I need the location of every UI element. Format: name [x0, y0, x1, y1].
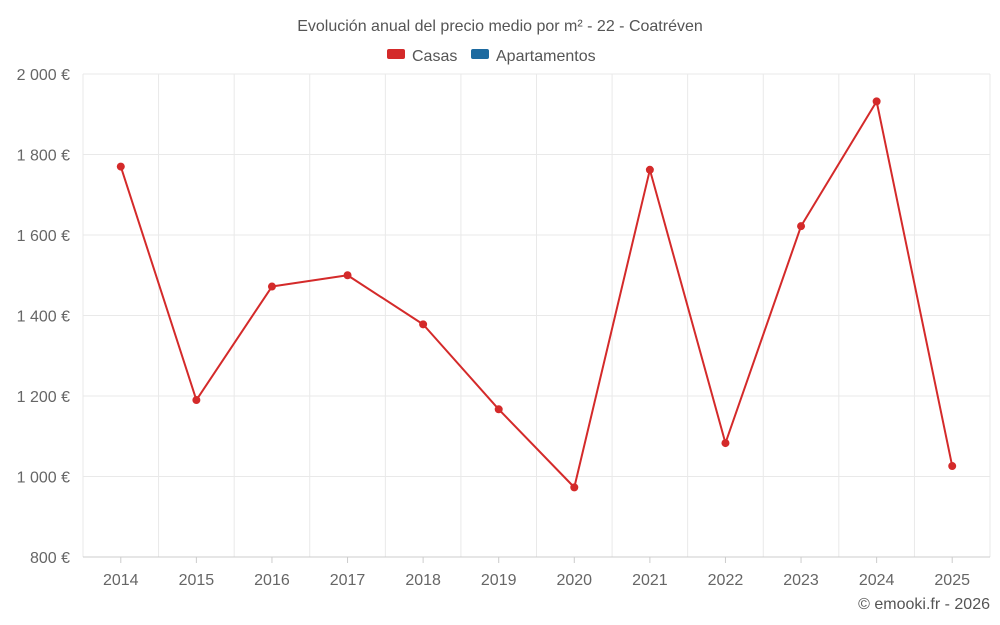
- x-tick-label: 2021: [632, 572, 668, 589]
- data-point-casas[interactable]: [116, 162, 125, 171]
- data-point-casas[interactable]: [645, 165, 654, 174]
- series-casas: [116, 97, 957, 492]
- grid: [82, 73, 991, 557]
- x-axis: 2014 2015 2016 2017 2018 2019 2020 2021 2022 2023…: [83, 556, 990, 589]
- y-tick-label: 800 €: [30, 550, 70, 567]
- data-point-casas[interactable]: [267, 282, 276, 291]
- data-point-casas[interactable]: [797, 222, 806, 231]
- y-tick-label: 1 000 €: [17, 470, 70, 487]
- x-tick-label: 2016: [254, 572, 290, 589]
- y-tick-label: 2 000 €: [17, 67, 70, 84]
- legend-label-casas: Casas: [412, 48, 457, 65]
- x-tick-label: 2020: [556, 572, 592, 589]
- data-point-casas[interactable]: [948, 462, 957, 471]
- chart-title: Evolución anual del precio medio por m² …: [297, 18, 703, 35]
- data-point-casas[interactable]: [494, 405, 503, 414]
- data-point-casas[interactable]: [570, 483, 579, 492]
- y-tick-label: 1 400 €: [17, 309, 70, 326]
- y-axis: 800 € 1 000 € 1 200 € 1 400 € 1 600 € 1 800 €…: [17, 67, 70, 567]
- legend: Casas Apartamentos: [387, 48, 596, 65]
- y-tick-label: 1 200 €: [17, 389, 70, 406]
- x-tick-label: 2015: [179, 572, 215, 589]
- x-tick-label: 2024: [859, 572, 895, 589]
- y-tick-label: 1 800 €: [17, 148, 70, 165]
- x-tick-label: 2017: [330, 572, 366, 589]
- series-line-casas: [119, 100, 954, 489]
- legend-item-apartamentos[interactable]: Apartamentos: [471, 48, 596, 65]
- data-point-casas[interactable]: [192, 396, 201, 405]
- legend-swatch-apartamentos: [471, 49, 489, 59]
- x-tick-label: 2025: [934, 572, 970, 589]
- x-tick-label: 2019: [481, 572, 517, 589]
- legend-swatch-casas: [387, 49, 405, 59]
- x-tick-label: 2022: [708, 572, 744, 589]
- x-tick-label: 2018: [405, 572, 441, 589]
- legend-item-casas[interactable]: Casas: [387, 48, 457, 65]
- x-tick-label: 2023: [783, 572, 819, 589]
- x-tick-label: 2014: [103, 572, 139, 589]
- data-point-casas[interactable]: [872, 97, 881, 106]
- legend-label-apartamentos: Apartamentos: [496, 48, 596, 65]
- credit-text: © emooki.fr - 2026: [858, 596, 990, 613]
- data-point-casas[interactable]: [419, 320, 428, 329]
- data-point-casas[interactable]: [721, 439, 730, 448]
- data-point-casas[interactable]: [343, 271, 352, 280]
- y-tick-label: 1 600 €: [17, 228, 70, 245]
